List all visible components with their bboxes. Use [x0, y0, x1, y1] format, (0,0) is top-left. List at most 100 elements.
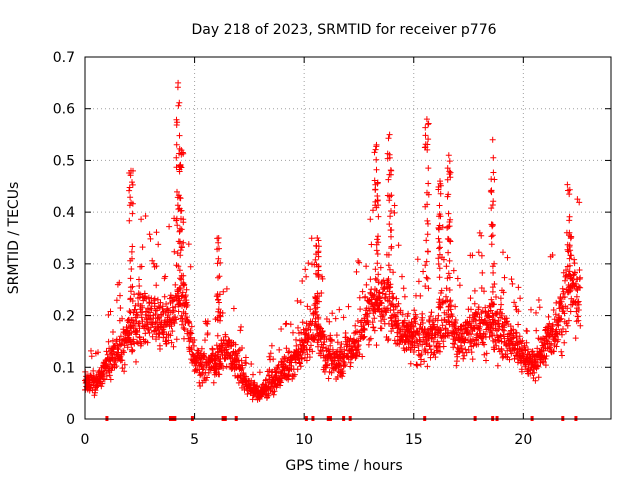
data-point — [305, 260, 312, 267]
data-point — [424, 231, 431, 238]
data-point — [356, 294, 363, 301]
data-point — [167, 332, 174, 339]
data-point — [303, 273, 310, 280]
data-point — [182, 310, 189, 317]
data-point — [483, 350, 490, 357]
data-point — [175, 79, 182, 86]
data-point — [128, 248, 135, 255]
data-point — [376, 289, 383, 296]
data-point — [423, 258, 430, 265]
data-point — [437, 190, 444, 197]
data-point — [543, 353, 550, 359]
data-point — [512, 303, 519, 310]
data-point — [133, 311, 140, 318]
data-point — [155, 241, 162, 248]
data-point — [574, 196, 581, 203]
data-point — [216, 371, 223, 378]
data-point — [469, 356, 476, 363]
data-point — [178, 147, 185, 154]
data-point — [575, 307, 582, 313]
data-point — [454, 275, 461, 282]
data-point — [156, 330, 163, 337]
chart-title: Day 218 of 2023, SRMTID for receiver p77… — [191, 22, 496, 38]
data-point — [146, 329, 153, 336]
data-point — [424, 217, 431, 224]
data-point — [445, 270, 452, 277]
data-point — [476, 323, 483, 330]
data-point — [337, 344, 344, 351]
data-point — [498, 301, 505, 308]
data-point — [385, 176, 392, 183]
data-point — [443, 285, 450, 292]
data-point — [559, 331, 565, 338]
data-point — [138, 263, 145, 270]
data-point — [445, 210, 452, 217]
data-point — [491, 346, 498, 353]
data-point — [339, 373, 346, 380]
data-point — [251, 379, 258, 386]
data-point — [461, 352, 468, 359]
data-point — [475, 249, 482, 256]
data-point — [436, 274, 443, 281]
data-point — [283, 345, 290, 352]
data-point — [138, 216, 145, 223]
data-point — [173, 141, 180, 148]
data-point — [136, 334, 143, 341]
data-point — [282, 321, 289, 328]
data-point — [304, 303, 311, 310]
data-point — [372, 181, 379, 188]
data-point — [488, 241, 495, 248]
data-point — [373, 156, 380, 163]
data-point — [494, 362, 501, 369]
data-point — [549, 323, 556, 330]
data-point — [445, 327, 451, 334]
data-point — [375, 239, 382, 246]
data-point — [176, 132, 183, 139]
data-point — [434, 323, 441, 330]
data-point — [88, 347, 94, 354]
data-point — [197, 372, 204, 379]
data-point — [566, 288, 573, 295]
data-point — [180, 272, 187, 279]
data-point — [385, 251, 392, 258]
data-point — [367, 276, 374, 283]
data-point — [312, 305, 319, 312]
data-point — [294, 297, 301, 304]
data-point — [139, 244, 146, 251]
data-point — [316, 293, 323, 300]
data-point — [362, 293, 369, 300]
data-point — [386, 154, 393, 161]
data-point — [220, 365, 227, 371]
data-point — [468, 306, 474, 313]
y-axis-label: SRMTID / TECUs — [6, 182, 22, 295]
data-point — [436, 226, 442, 233]
data-point — [374, 260, 381, 267]
plot-frame — [84, 56, 612, 420]
data-point — [174, 188, 180, 195]
data-point — [217, 259, 224, 266]
data-point — [571, 260, 578, 267]
data-point — [443, 263, 450, 270]
data-point — [363, 263, 370, 270]
data-point — [216, 312, 223, 319]
data-point — [454, 353, 461, 360]
data-point — [127, 284, 134, 291]
data-point — [490, 154, 497, 161]
data-point — [342, 361, 349, 368]
data-point — [547, 344, 554, 351]
data-point — [575, 298, 582, 305]
data-point — [136, 276, 142, 283]
data-point — [573, 283, 580, 290]
data-point — [180, 325, 187, 331]
data-point — [356, 259, 363, 266]
data-point — [204, 320, 211, 327]
data-point — [559, 285, 566, 292]
data-point — [184, 302, 191, 309]
data-point — [183, 314, 190, 321]
data-point — [565, 317, 572, 324]
data-point — [471, 300, 478, 307]
data-point — [445, 303, 452, 310]
data-point — [295, 324, 301, 331]
data-point — [451, 341, 458, 348]
data-point — [415, 347, 422, 354]
